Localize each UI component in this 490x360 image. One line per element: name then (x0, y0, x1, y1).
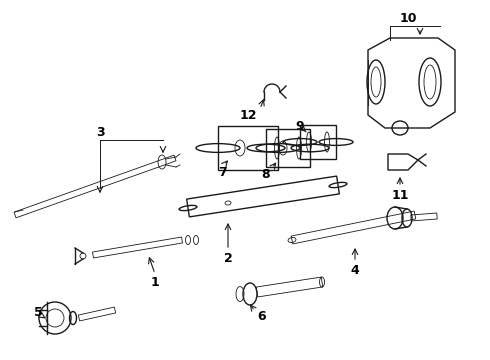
Text: 8: 8 (262, 167, 270, 180)
Text: 3: 3 (96, 126, 104, 139)
Text: 6: 6 (258, 310, 266, 324)
Text: 11: 11 (391, 189, 409, 202)
Text: 5: 5 (34, 306, 42, 319)
Text: 9: 9 (295, 120, 304, 132)
Text: 1: 1 (150, 275, 159, 288)
Text: 2: 2 (223, 252, 232, 265)
Text: 12: 12 (239, 108, 257, 122)
Text: 4: 4 (351, 264, 359, 276)
Text: 7: 7 (218, 166, 226, 179)
Text: 10: 10 (399, 12, 417, 24)
